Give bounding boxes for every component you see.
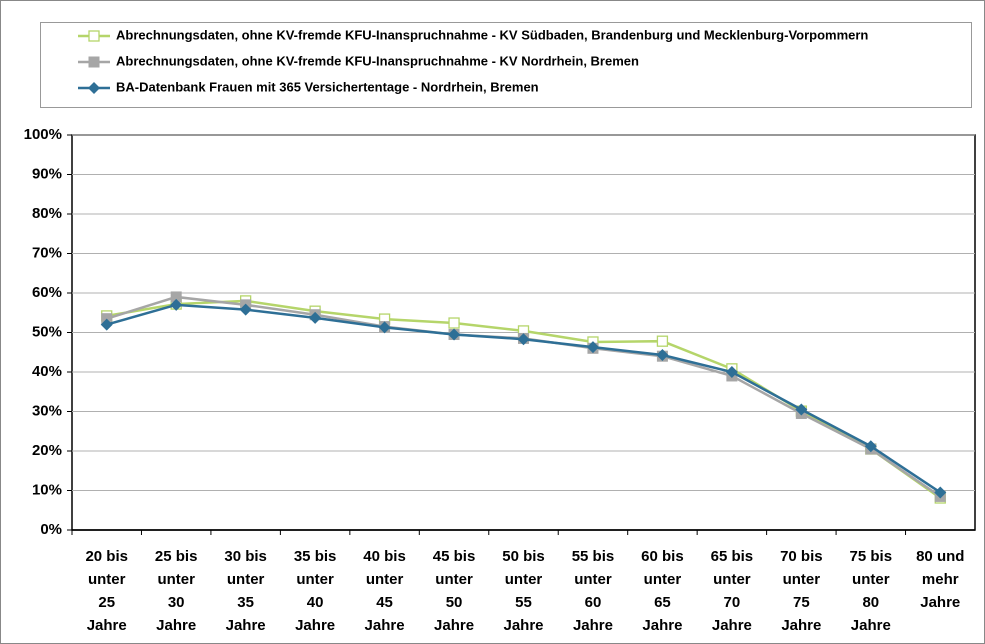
marker xyxy=(656,335,669,347)
x-tick-label: 70 bis unter 75 Jahre xyxy=(780,548,823,634)
marker xyxy=(100,318,113,331)
marker xyxy=(170,291,182,303)
y-tick-label: 40% xyxy=(32,363,62,380)
x-tick-label: 20 bis unter 25 Jahre xyxy=(85,548,128,634)
y-tick-label: 50% xyxy=(32,323,62,340)
x-tick-label: 30 bis unter 35 Jahre xyxy=(224,548,267,634)
legend-label: Abrechnungsdaten, ohne KV-fremde KFU-Ina… xyxy=(116,53,639,68)
x-tick-label: 50 bis unter 55 Jahre xyxy=(502,548,545,634)
marker xyxy=(517,333,530,346)
y-tick-label: 80% xyxy=(32,205,62,222)
y-tick-label: 100% xyxy=(24,126,62,143)
marker xyxy=(448,328,461,341)
marker xyxy=(656,349,669,362)
legend-box xyxy=(40,22,972,108)
y-tick-label: 60% xyxy=(32,284,62,301)
marker xyxy=(586,341,599,354)
marker xyxy=(88,30,100,42)
x-tick-label: 80 und mehr Jahre xyxy=(916,548,965,611)
x-tick-label: 75 bis unter 80 Jahre xyxy=(849,548,893,634)
x-tick-label: 25 bis unter 30 Jahre xyxy=(154,548,198,634)
legend-label: BA-Datenbank Frauen mit 365 Versicherten… xyxy=(116,79,539,94)
marker xyxy=(88,82,100,94)
marker xyxy=(378,321,391,334)
x-tick-label: 35 bis unter 40 Jahre xyxy=(293,548,337,634)
marker xyxy=(934,486,947,499)
marker xyxy=(725,366,738,378)
y-tick-label: 10% xyxy=(32,481,62,498)
marker xyxy=(309,311,322,324)
x-tick-label: 65 bis unter 70 Jahre xyxy=(710,548,754,634)
marker xyxy=(864,440,877,453)
y-tick-label: 0% xyxy=(40,521,62,538)
y-tick-label: 90% xyxy=(32,165,62,182)
marker xyxy=(170,298,183,311)
x-tick-label: 40 bis unter 45 Jahre xyxy=(363,548,406,634)
marker xyxy=(88,56,100,68)
x-tick-label: 45 bis unter 50 Jahre xyxy=(432,548,476,634)
marker xyxy=(448,317,460,329)
y-tick-label: 70% xyxy=(32,244,62,261)
x-tick-label: 55 bis unter 60 Jahre xyxy=(571,548,615,634)
x-tick-label: 60 bis unter 65 Jahre xyxy=(641,548,684,634)
marker xyxy=(239,303,252,316)
marker xyxy=(795,403,808,416)
legend-label: Abrechnungsdaten, ohne KV-fremde KFU-Ina… xyxy=(116,27,868,42)
y-tick-label: 20% xyxy=(32,442,62,459)
y-tick-label: 30% xyxy=(32,402,62,419)
